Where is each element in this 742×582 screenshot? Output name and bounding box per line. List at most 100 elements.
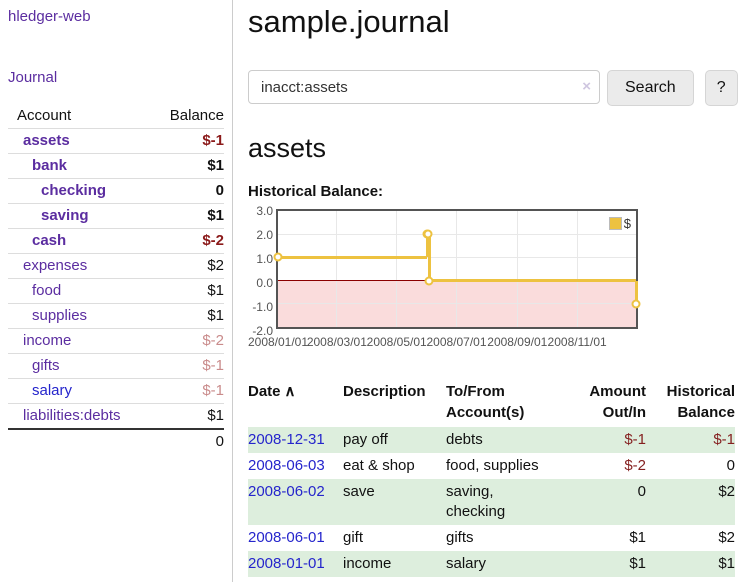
series-line-segment	[278, 256, 427, 259]
account-row: liabilities:debts $1	[8, 404, 224, 430]
transaction-date-link[interactable]: 2008-12-31	[248, 431, 325, 448]
data-point-marker	[425, 276, 434, 285]
account-link-checking[interactable]: checking	[41, 182, 106, 199]
transaction-amount: $-2	[566, 453, 646, 479]
transaction-balance: $2	[646, 479, 735, 525]
search-input[interactable]	[248, 70, 600, 104]
account-link-gifts[interactable]: gifts	[32, 357, 60, 374]
data-point-marker	[424, 230, 433, 239]
account-balance: $-2	[146, 229, 224, 254]
transaction-date-link[interactable]: 2008-01-01	[248, 555, 325, 572]
transaction-row: 2008-06-01giftgifts$1$2	[248, 525, 735, 551]
vertical-gridline	[577, 211, 578, 327]
chart-plot-area: $	[276, 209, 638, 329]
transaction-accounts: salary	[446, 551, 566, 577]
series-line-segment	[428, 234, 431, 280]
transaction-description: pay off	[343, 427, 446, 453]
transaction-amount: $-1	[566, 427, 646, 453]
y-axis-tick-label: 2.0	[248, 228, 273, 242]
y-axis-tick-label: 1.0	[248, 252, 273, 266]
legend-label: $	[624, 216, 631, 231]
main-content: sample.journal × Search ? assets Histori…	[233, 0, 742, 582]
account-balance: $-1	[146, 129, 224, 154]
transaction-description: save	[343, 479, 446, 525]
account-balance: 0	[146, 179, 224, 204]
transaction-balance: $2	[646, 525, 735, 551]
account-balance: $-1	[146, 379, 224, 404]
transaction-description: eat & shop	[343, 453, 446, 479]
transaction-description: gift	[343, 525, 446, 551]
x-axis-tick-label: 2008/09/01	[487, 335, 547, 349]
account-link-food[interactable]: food	[32, 282, 61, 299]
register-col-header-accounts: To/From Account(s)	[446, 379, 566, 427]
account-link-supplies[interactable]: supplies	[32, 307, 87, 324]
vertical-gridline	[517, 211, 518, 327]
sidebar-item-journal[interactable]: Journal	[8, 69, 224, 86]
account-heading: assets	[248, 133, 738, 164]
account-link-income[interactable]: income	[23, 332, 71, 349]
data-point-marker	[274, 253, 283, 262]
transaction-row: 2008-06-02savesaving, checking0$2	[248, 479, 735, 525]
series-line-segment	[429, 279, 636, 282]
account-balance: $1	[146, 204, 224, 229]
register-col-header-description: Description	[343, 379, 446, 427]
transaction-accounts: debts	[446, 427, 566, 453]
y-axis-tick-label: 0.0	[248, 276, 273, 290]
transaction-amount: $1	[566, 551, 646, 577]
sort-ascending-icon: ∧	[285, 383, 296, 400]
transaction-accounts: saving, checking	[446, 479, 566, 525]
x-axis-tick-label: 2008/05/01	[367, 335, 427, 349]
transaction-row: 2008-01-01incomesalary$1$1	[248, 551, 735, 577]
sidebar: hledger-web Journal Account Balance asse…	[0, 0, 233, 582]
clear-search-icon[interactable]: ×	[582, 78, 591, 96]
account-link-cash[interactable]: cash	[32, 232, 66, 249]
brand-link[interactable]: hledger-web	[8, 8, 224, 25]
transaction-accounts: food, supplies	[446, 453, 566, 479]
transaction-balance: $1	[646, 551, 735, 577]
account-row: expenses $2	[8, 254, 224, 279]
page-title: sample.journal	[248, 4, 738, 40]
data-point-marker	[632, 299, 641, 308]
account-link-assets[interactable]: assets	[23, 132, 70, 149]
account-row: cash $-2	[8, 229, 224, 254]
account-row: checking 0	[8, 179, 224, 204]
historical-balance-chart: 3.02.01.00.0-1.0-2.0 $ 2008/01/012008/03…	[248, 209, 648, 351]
chart-legend: $	[609, 216, 631, 231]
transaction-date-link[interactable]: 2008-06-01	[248, 529, 325, 546]
transaction-balance: 0	[646, 453, 735, 479]
search-box: ×	[248, 70, 600, 104]
transaction-date-link[interactable]: 2008-06-03	[248, 457, 325, 474]
account-balance: $1	[146, 304, 224, 329]
accounts-total-row: 0	[8, 429, 224, 454]
transaction-accounts: gifts	[446, 525, 566, 551]
help-button[interactable]: ?	[705, 70, 738, 106]
horizontal-gridline	[278, 234, 636, 235]
account-row: salary $-1	[8, 379, 224, 404]
app-window: hledger-web Journal Account Balance asse…	[0, 0, 742, 582]
account-row: bank $1	[8, 154, 224, 179]
transaction-row: 2008-06-03 eat & shopfood, supplies$-20	[248, 453, 735, 479]
x-axis-tick-label: 2008/11/01	[548, 335, 607, 349]
horizontal-gridline	[278, 303, 636, 304]
account-link-expenses[interactable]: expenses	[23, 257, 87, 274]
account-link-saving[interactable]: saving	[41, 207, 89, 224]
account-balance: $-2	[146, 329, 224, 354]
account-row: saving $1	[8, 204, 224, 229]
accounts-total-value: 0	[146, 429, 224, 454]
account-balance: $2	[146, 254, 224, 279]
account-link-liabilities-debts[interactable]: liabilities:debts	[23, 407, 121, 424]
accounts-col-header-account: Account	[8, 104, 146, 129]
y-axis-tick-label: 3.0	[248, 204, 273, 218]
search-button[interactable]: Search	[607, 70, 694, 106]
account-link-bank[interactable]: bank	[32, 157, 67, 174]
vertical-gridline	[396, 211, 397, 327]
transaction-date-link[interactable]: 2008-06-02	[248, 483, 325, 500]
register-col-header-amount: Amount Out/In	[566, 379, 646, 427]
account-link-salary[interactable]: salary	[32, 382, 72, 399]
account-balance: $-1	[146, 354, 224, 379]
account-row: food$1	[8, 279, 224, 304]
register-col-header-date[interactable]: Date∧	[248, 379, 343, 427]
account-balance: $1	[146, 404, 224, 430]
account-row: supplies $1	[8, 304, 224, 329]
account-balance: $1	[146, 154, 224, 179]
